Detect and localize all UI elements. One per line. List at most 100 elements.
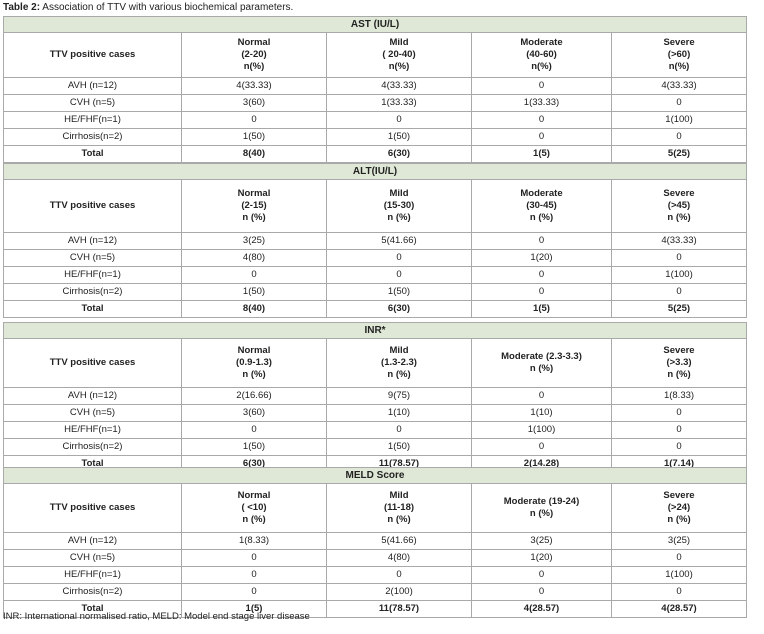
table-caption: Table 2: Association of TTV with various… [3, 2, 293, 14]
row-label: Total [3, 300, 182, 318]
section-title: ALT(IU/L) [2, 163, 748, 180]
table-cell: 4(33.33) [326, 77, 472, 95]
column-header-line: Normal [237, 345, 271, 356]
table-row: AVH (n=12) 2(16.66) 9(75) 0 1(8.33) [3, 387, 748, 405]
column-header-line: n (%) [667, 514, 691, 525]
column-header: Normal( <10) n (%) [181, 483, 327, 533]
column-header-line: n(%) [243, 61, 265, 72]
column-header: Moderate (19-24) n (%) [471, 483, 612, 533]
table-row: CVH (n=5) 3(60) 1(33.33) 1(33.33) 0 [3, 94, 748, 112]
caption-lead: Table 2: [3, 2, 41, 13]
table-row: CVH (n=5) 4(80) 0 1(20) 0 [3, 249, 748, 267]
column-header: Normal (0.9-1.3) n (%) [181, 338, 327, 388]
row-label: CVH (n=5) [3, 404, 182, 422]
table-cell: 4(80) [326, 549, 472, 567]
table-cell: 11(78.57) [326, 600, 472, 618]
table-cell: 0 [181, 566, 327, 584]
table-row: Cirrhosis(n=2) 1(50) 1(50) 0 0 [3, 128, 748, 146]
row-label: HE/FHF(n=1) [3, 266, 182, 284]
column-header-line: n (%) [387, 212, 411, 223]
table-cell: 0 [326, 249, 472, 267]
table-cell: 2(100) [326, 583, 472, 601]
row-label: CVH (n=5) [3, 549, 182, 567]
table-cell: 1(50) [181, 283, 327, 301]
column-header-row: TTV positive cases Normal (2-15) n (%) Mild(… [3, 179, 748, 233]
column-header-line: (>60) [667, 49, 691, 60]
table-cell: 1(20) [471, 549, 612, 567]
section-title-row: AST (IU/L) [2, 16, 748, 33]
table-cell: 0 [610, 249, 748, 267]
row-label: HE/FHF(n=1) [3, 421, 182, 439]
table-cell: 0 [471, 232, 612, 250]
column-header-line: Severe [663, 188, 695, 199]
table-cell: 1(50) [181, 128, 327, 146]
table-cell: 9(75) [326, 387, 472, 405]
column-header-line: n(%) [531, 61, 552, 72]
table-cell: 0 [471, 111, 612, 129]
column-header-line: n(%) [388, 61, 410, 72]
table-cell: 8(40) [181, 300, 327, 318]
column-header: Mild (1.3-2.3) n (%) [326, 338, 472, 388]
column-header-line: (>3.3) [666, 357, 692, 368]
table-cell: 4(33.33) [181, 77, 327, 95]
table-cell: 1(5) [471, 145, 612, 163]
row-label: Total [3, 145, 182, 163]
column-header-line: Moderate (2.3-3.3) [501, 351, 582, 362]
table-row: AVH (n=12) 4(33.33) 4(33.33) 0 4(33.33) [3, 77, 748, 95]
row-label: Cirrhosis(n=2) [3, 583, 182, 601]
table-cell: 1(10) [326, 404, 472, 422]
table-cell: 0 [610, 421, 748, 439]
section-table: INR* TTV positive cases Normal (0.9-1.3) n (… [2, 322, 748, 473]
column-header: Severe (>24) n (%) [611, 483, 747, 533]
column-header: Mild (15-30) n (%) [326, 179, 472, 233]
column-header-row: TTV positive cases Normal (0.9-1.3) n (%) Mi… [3, 338, 748, 388]
table-cell: 1(10) [471, 404, 612, 422]
column-header: Normal (2-20) n(%) [181, 32, 327, 78]
table-cell: 3(25) [471, 532, 612, 550]
table-row: HE/FHF(n=1) 0 0 0 1(100) [3, 266, 748, 284]
table-row: Cirrhosis(n=2) 0 2(100) 0 0 [3, 583, 747, 601]
table-cell: 1(100) [610, 111, 748, 129]
table-cell: 4(80) [181, 249, 327, 267]
table-cell: 1(50) [326, 438, 472, 456]
section-title-row: MELD Score [3, 467, 747, 484]
table-row: HE/FHF(n=1) 0 0 0 1(100) [3, 566, 747, 584]
table-cell: 1(5) [471, 300, 612, 318]
column-header: Moderate (40-60) n(%) [471, 32, 612, 78]
table-cell: 0 [611, 583, 747, 601]
column-header: Severe (>60) n(%) [610, 32, 748, 78]
column-header: Moderate (30-45) n (%) [471, 179, 612, 233]
table-footnote: INR: International normalised ratio, MEL… [3, 611, 310, 622]
section-title: AST (IU/L) [2, 16, 748, 33]
column-header-line: n (%) [529, 363, 554, 374]
table-cell: 0 [610, 404, 748, 422]
table-cell: 1(50) [326, 128, 472, 146]
column-header-line: (30-45) [526, 200, 557, 211]
section-table: MELD Score TTV positive cases Normal( <10)… [3, 467, 747, 618]
table-cell: 1(100) [611, 566, 747, 584]
column-header: Mild( 20-40) n(%) [326, 32, 472, 78]
table-cell: 1(100) [610, 266, 748, 284]
row-label: CVH (n=5) [3, 249, 182, 267]
column-header: Severe (>45) n (%) [610, 179, 748, 233]
row-label: Cirrhosis(n=2) [3, 283, 182, 301]
table-cell: 0 [471, 387, 612, 405]
table-cell: 3(60) [181, 404, 327, 422]
table-row: CVH (n=5) 0 4(80) 1(20) 0 [3, 549, 747, 567]
table-cell: 0 [181, 111, 327, 129]
column-header-row: TTV positive cases Normal (2-20) n(%) Mild( … [3, 32, 748, 78]
table-cell: 1(5) [181, 600, 327, 618]
column-header-line: n (%) [529, 508, 554, 519]
table-cell: 0 [471, 438, 612, 456]
table-cell: 4(33.33) [610, 232, 748, 250]
total-row: Total 8(40) 6(30) 1(5) 5(25) [3, 300, 748, 318]
column-header-line: (>24) [667, 502, 691, 513]
column-header-line: (40-60) [526, 49, 557, 60]
table-cell: 0 [610, 94, 748, 112]
table-cell: 3(60) [181, 94, 327, 112]
row-label: Cirrhosis(n=2) [3, 438, 182, 456]
row-header-label: TTV positive cases [3, 32, 182, 78]
row-label: CVH (n=5) [3, 94, 182, 112]
section-table: AST (IU/L) TTV positive cases Normal (2-20)… [2, 16, 748, 163]
